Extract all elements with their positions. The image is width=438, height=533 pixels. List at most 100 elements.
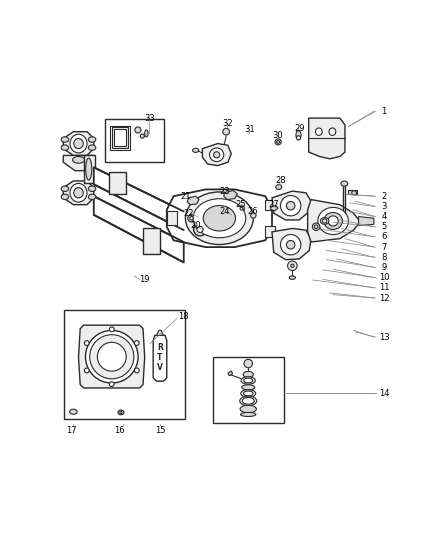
Ellipse shape — [88, 145, 96, 150]
Text: 18: 18 — [178, 312, 189, 321]
Ellipse shape — [74, 139, 83, 149]
Text: 22: 22 — [184, 208, 194, 217]
Text: 1: 1 — [381, 107, 387, 116]
Text: 19: 19 — [139, 275, 150, 284]
Ellipse shape — [70, 183, 87, 202]
Text: 5: 5 — [381, 222, 387, 231]
Ellipse shape — [280, 196, 301, 216]
Ellipse shape — [85, 341, 89, 345]
Ellipse shape — [240, 396, 257, 406]
Ellipse shape — [85, 368, 89, 373]
Ellipse shape — [318, 207, 348, 235]
Ellipse shape — [242, 398, 254, 404]
Ellipse shape — [61, 137, 69, 142]
Ellipse shape — [297, 136, 300, 140]
Ellipse shape — [241, 390, 256, 397]
Bar — [64, 310, 185, 418]
Polygon shape — [265, 227, 276, 237]
Ellipse shape — [242, 385, 254, 390]
Bar — [212, 357, 284, 423]
Ellipse shape — [185, 192, 253, 245]
Polygon shape — [272, 229, 311, 260]
Ellipse shape — [329, 128, 336, 135]
Ellipse shape — [328, 216, 338, 226]
Ellipse shape — [140, 134, 145, 138]
Ellipse shape — [312, 223, 320, 230]
Ellipse shape — [190, 216, 193, 220]
Polygon shape — [63, 132, 94, 156]
Text: 7: 7 — [381, 243, 387, 252]
Ellipse shape — [280, 235, 301, 255]
Text: 29: 29 — [294, 124, 304, 133]
Text: 9: 9 — [381, 263, 387, 272]
Ellipse shape — [88, 137, 96, 142]
Ellipse shape — [194, 223, 206, 236]
Ellipse shape — [209, 148, 224, 161]
Ellipse shape — [74, 188, 83, 198]
Ellipse shape — [90, 335, 134, 379]
Polygon shape — [63, 181, 94, 205]
Polygon shape — [271, 205, 278, 211]
Polygon shape — [224, 190, 237, 199]
Text: 3: 3 — [381, 202, 387, 211]
Text: R
T
V: R T V — [157, 343, 163, 373]
Polygon shape — [228, 371, 233, 376]
Ellipse shape — [291, 264, 294, 268]
Ellipse shape — [110, 382, 114, 386]
Text: 10: 10 — [379, 273, 389, 282]
Ellipse shape — [322, 219, 327, 223]
Text: 28: 28 — [275, 176, 286, 185]
Text: 13: 13 — [379, 333, 389, 342]
Text: 23: 23 — [219, 187, 230, 196]
Polygon shape — [153, 335, 167, 381]
Text: 31: 31 — [244, 125, 255, 134]
Ellipse shape — [145, 130, 148, 137]
Ellipse shape — [70, 134, 87, 153]
Text: 11: 11 — [379, 284, 389, 292]
Text: 2: 2 — [381, 192, 387, 201]
Polygon shape — [187, 196, 199, 205]
Ellipse shape — [97, 342, 126, 371]
Ellipse shape — [244, 359, 252, 368]
Ellipse shape — [324, 213, 343, 229]
Text: 4: 4 — [381, 212, 387, 221]
Text: 12: 12 — [379, 294, 389, 303]
Polygon shape — [156, 330, 163, 335]
Bar — [105, 119, 164, 161]
Text: 32: 32 — [223, 119, 233, 128]
Text: 21: 21 — [180, 192, 191, 201]
Ellipse shape — [61, 145, 69, 150]
Ellipse shape — [341, 181, 348, 186]
Ellipse shape — [352, 191, 357, 195]
Bar — [112, 127, 128, 148]
Ellipse shape — [240, 207, 243, 210]
Ellipse shape — [188, 214, 195, 222]
Ellipse shape — [193, 148, 199, 152]
Text: 20: 20 — [191, 221, 201, 230]
Polygon shape — [143, 229, 160, 254]
Ellipse shape — [135, 127, 141, 133]
Ellipse shape — [86, 158, 92, 180]
Ellipse shape — [275, 139, 281, 145]
Ellipse shape — [203, 206, 236, 231]
Ellipse shape — [214, 152, 220, 158]
Ellipse shape — [73, 157, 85, 163]
Text: 16: 16 — [114, 426, 124, 435]
Ellipse shape — [88, 194, 96, 199]
Polygon shape — [63, 156, 94, 171]
Text: 24: 24 — [219, 207, 230, 216]
Ellipse shape — [226, 214, 230, 220]
Polygon shape — [202, 143, 231, 166]
Text: 33: 33 — [145, 114, 155, 123]
Text: 30: 30 — [273, 131, 283, 140]
Text: 15: 15 — [155, 426, 165, 435]
Ellipse shape — [134, 368, 139, 373]
Ellipse shape — [320, 217, 329, 224]
Polygon shape — [265, 200, 276, 210]
Ellipse shape — [61, 186, 69, 191]
Ellipse shape — [61, 194, 69, 199]
Polygon shape — [167, 189, 272, 247]
Ellipse shape — [197, 227, 203, 232]
Ellipse shape — [223, 128, 230, 135]
Text: 27: 27 — [268, 200, 279, 209]
